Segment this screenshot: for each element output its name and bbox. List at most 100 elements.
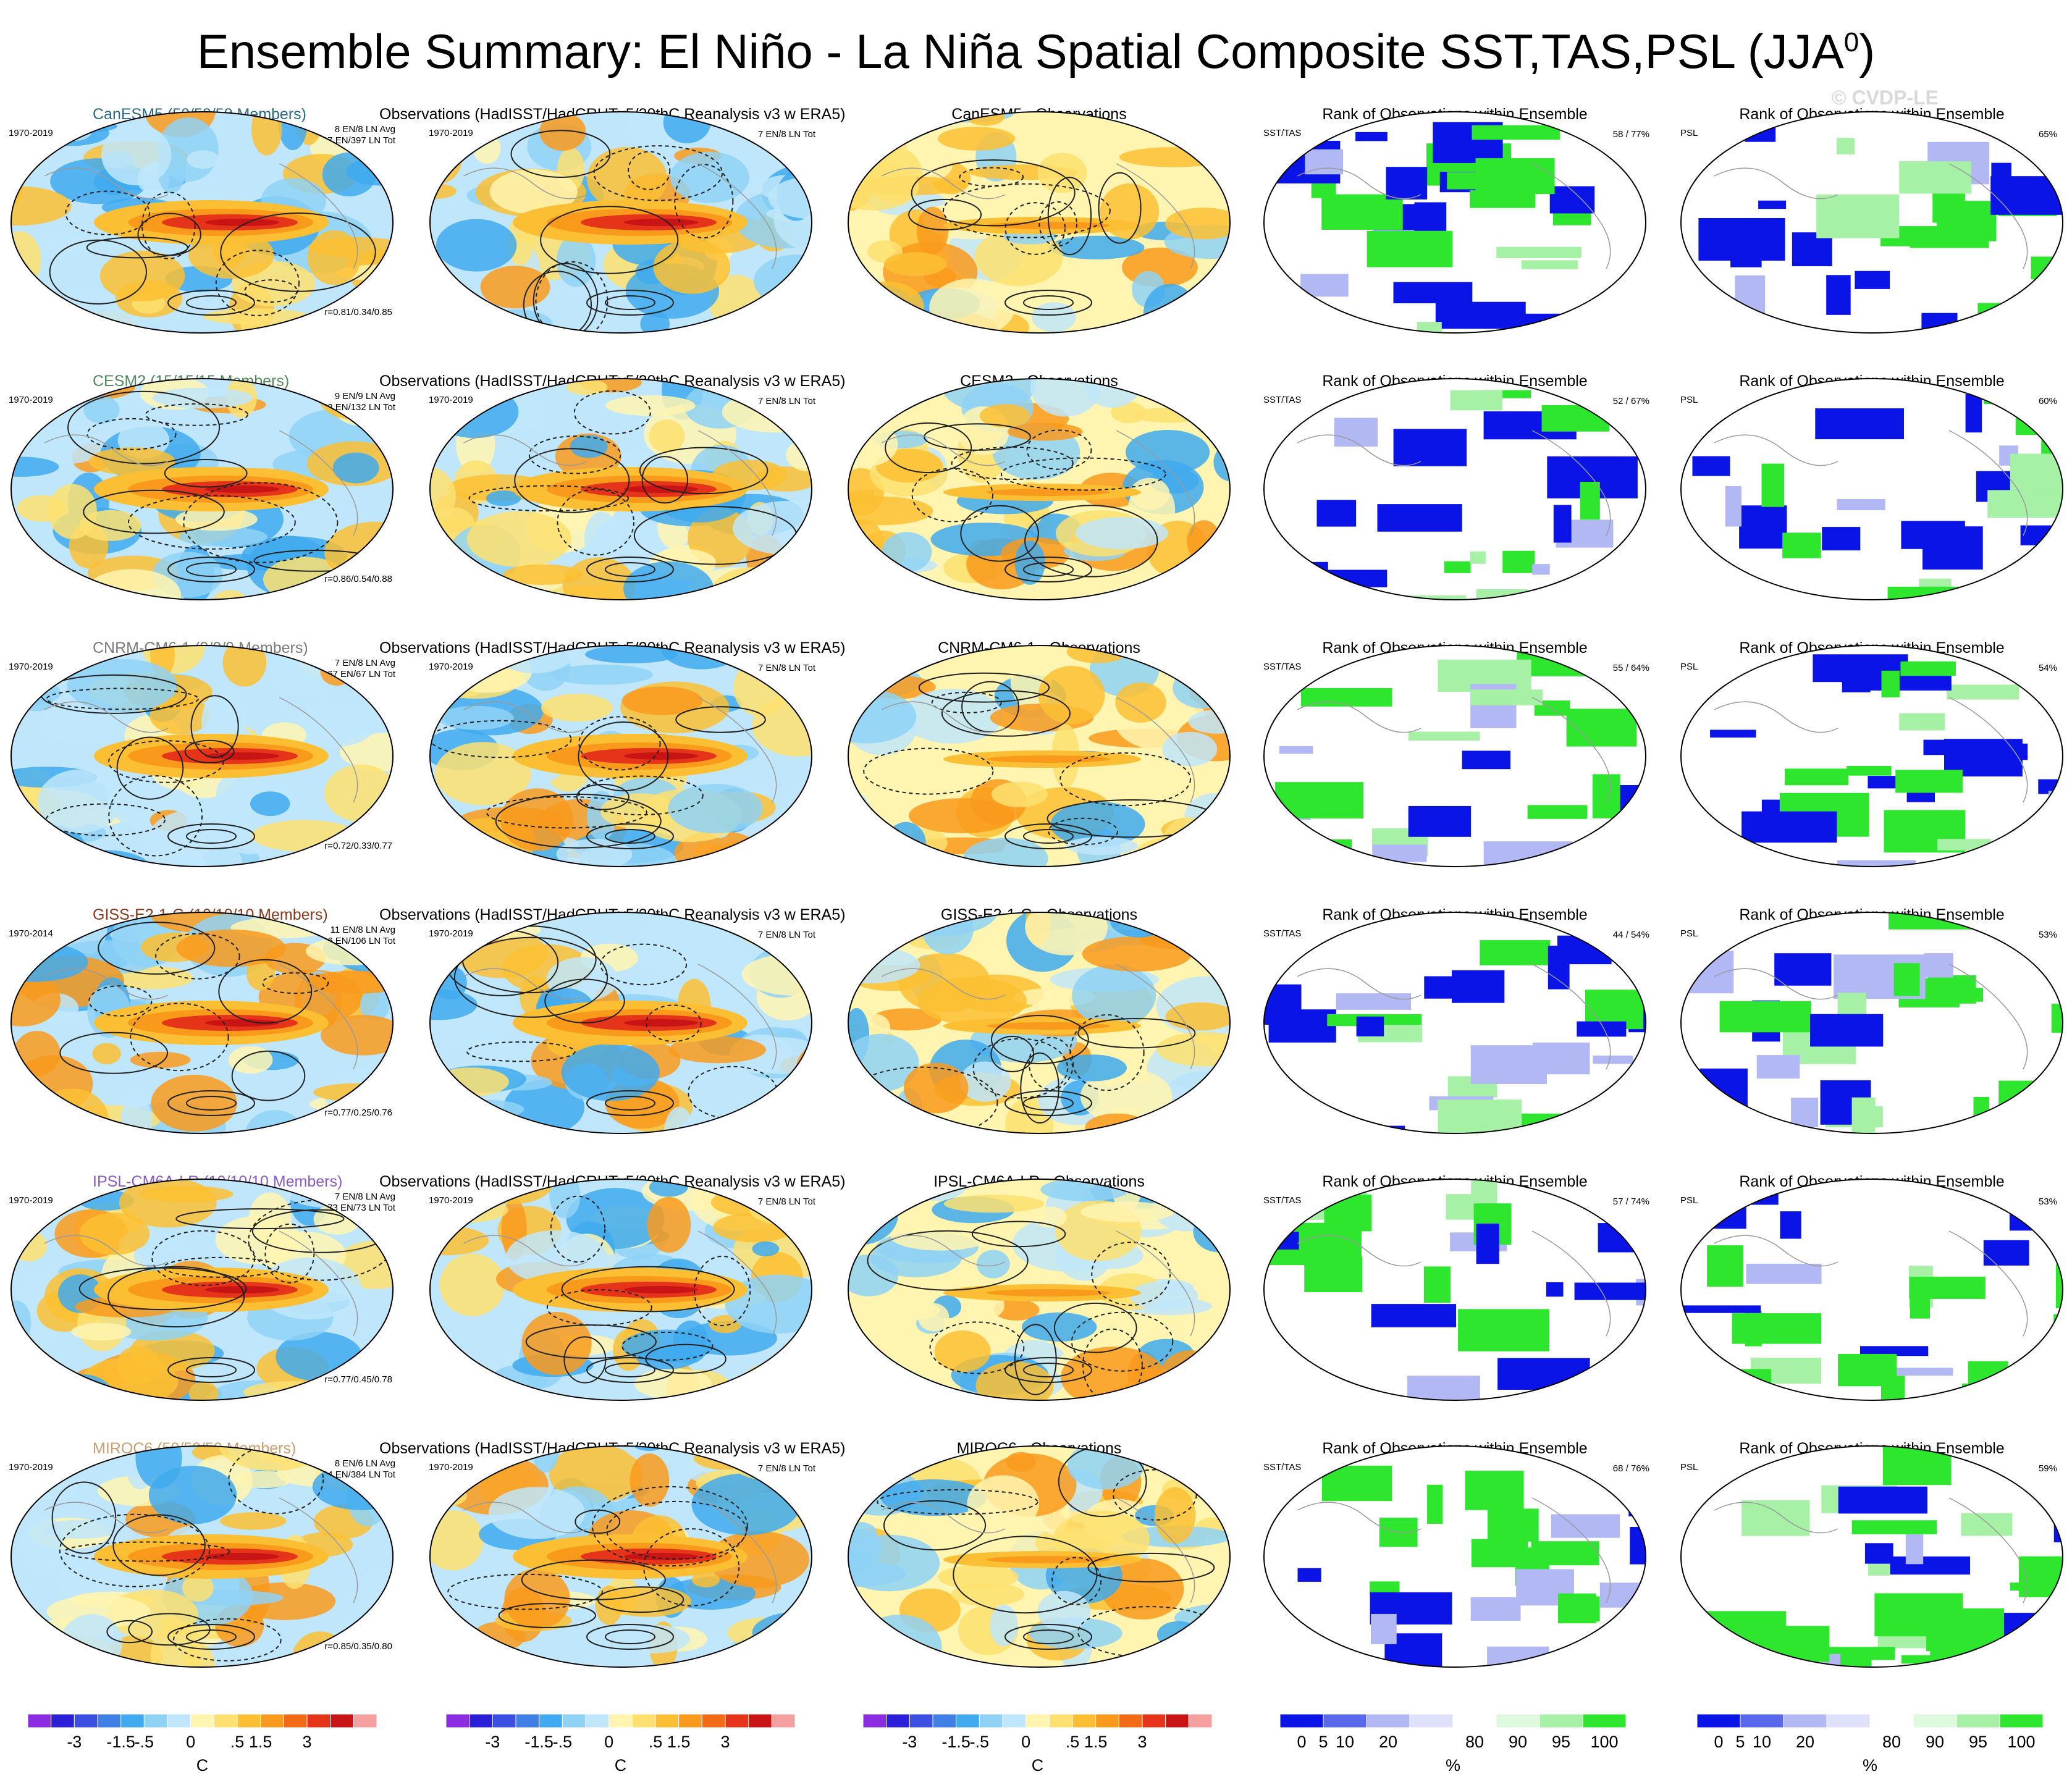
temp-colorbar-2-unit: C: [615, 1756, 627, 1775]
temp-colorbar-3-tick: 3: [1137, 1733, 1147, 1751]
temp-colorbar-2-tick: -3: [485, 1733, 500, 1751]
rank-var-sst: SST/TAS: [1263, 662, 1302, 672]
temp-colorbar-1-tick: 3: [302, 1733, 311, 1751]
pattern-correlation: r=0.77/0.45/0.78: [324, 1374, 392, 1385]
map-r2-c4: [1263, 378, 1646, 600]
map-r5-c4: [1263, 1179, 1646, 1401]
temp-colorbar-3-swatch: [1025, 1714, 1050, 1728]
temp-colorbar-2-swatch: [609, 1714, 633, 1728]
temp-colorbar-2-swatch: [748, 1714, 772, 1728]
model-counts-tot: 73 EN/73 LN Tot: [327, 1203, 395, 1213]
temp-colorbar-2: -3 -1.5-.5 0 .5 1.5 3 C: [446, 1714, 795, 1775]
temp-colorbar-1-unit: C: [196, 1756, 209, 1775]
pattern-correlation: r=0.86/0.54/0.88: [324, 574, 392, 584]
model-counts-avg: 9 EN/9 LN Avg: [334, 391, 395, 401]
rank-var-sst: SST/TAS: [1263, 128, 1302, 138]
rank-colorbar-1-tick: 0: [1297, 1733, 1306, 1751]
rank-pct-sst: 52 / 67%: [1612, 396, 1649, 406]
temp-colorbar-1-swatch: [74, 1714, 98, 1728]
temp-colorbar-3-swatch: [1142, 1714, 1166, 1728]
model-counts-tot: 384 EN/384 LN Tot: [317, 1469, 395, 1480]
map-r3-c3: [848, 645, 1231, 867]
temp-colorbar-3-swatch: [979, 1714, 1003, 1728]
temp-colorbar-2-swatch: [562, 1714, 586, 1728]
rank-var-psl: PSL: [1680, 395, 1698, 405]
rank-pct-sst: 44 / 54%: [1612, 930, 1649, 940]
temp-colorbar-1-tick: 0: [186, 1733, 195, 1751]
model-period: 1970-2014: [9, 928, 53, 939]
temp-colorbar-3-tick: .5: [1066, 1733, 1080, 1751]
rank-colorbar-1-swatch: [1409, 1714, 1454, 1728]
temp-colorbar-1-swatch: [97, 1714, 122, 1728]
temp-colorbar-1-swatch: [330, 1714, 354, 1728]
temp-colorbar-2-swatch: [655, 1714, 680, 1728]
rank-colorbar-1-tick: 10: [1336, 1733, 1354, 1751]
model-period: 1970-2019: [9, 128, 53, 138]
map-r5-c1: [11, 1179, 394, 1401]
obs-period: 1970-2019: [429, 662, 473, 672]
obs-period: 1970-2019: [429, 1462, 473, 1473]
rank-colorbar-2-tick: 100: [2007, 1733, 2035, 1751]
temp-colorbar-3-swatch: [1048, 1714, 1073, 1728]
rank-var-sst: SST/TAS: [1263, 395, 1302, 405]
temp-colorbar-1-tick: -1.5: [106, 1733, 135, 1751]
obs-counts: 7 EN/8 LN Tot: [757, 1196, 815, 1207]
rank-pct-psl: 54%: [2038, 663, 2057, 673]
model-period: 1970-2019: [9, 662, 53, 672]
rank-colorbar-1-swatch: [1452, 1714, 1497, 1728]
rank-colorbar-1-tick: 95: [1552, 1733, 1570, 1751]
temp-colorbar-1-swatch: [167, 1714, 192, 1728]
map-r2-c5: [1680, 378, 2063, 600]
rank-pct-psl: 53%: [2038, 1196, 2057, 1207]
temp-colorbar-2-swatch: [446, 1714, 470, 1728]
rank-pct-psl: 65%: [2038, 129, 2057, 140]
temp-colorbar-2-swatch: [701, 1714, 726, 1728]
temp-colorbar-2-tick: -1.5: [524, 1733, 554, 1751]
model-counts-avg: 7 EN/8 LN Avg: [334, 1192, 395, 1202]
temp-colorbar-2-swatch: [631, 1714, 656, 1728]
temp-colorbar-1-swatch: [283, 1714, 308, 1728]
map-r3-c1: [11, 645, 394, 867]
rank-colorbar-1: 0 5 10 20 80 90 95 100%: [1280, 1714, 1626, 1775]
rank-pct-psl: 59%: [2038, 1463, 2057, 1474]
rank-colorbar-2-swatch: [1697, 1714, 1741, 1728]
map-r1-c1: [11, 111, 394, 334]
rank-colorbar-2-tick: 90: [1926, 1733, 1944, 1751]
map-r4-c4: [1263, 912, 1646, 1134]
obs-counts: 7 EN/8 LN Tot: [757, 663, 815, 673]
rank-colorbar-2-tick: 80: [1882, 1733, 1901, 1751]
temp-colorbar-3-swatch: [1118, 1714, 1143, 1728]
map-r2-c3: [848, 378, 1231, 600]
temp-colorbar-1-swatch: [260, 1714, 284, 1728]
temp-colorbar-3: -3 -1.5-.5 0 .5 1.5 3 C: [863, 1714, 1212, 1775]
rank-colorbar-1-tick: 20: [1379, 1733, 1397, 1751]
temp-colorbar-3-swatch: [863, 1714, 887, 1728]
temp-colorbar-1: -3 -1.5-.5 0 .5 1.5 3 C: [28, 1714, 377, 1775]
obs-period: 1970-2019: [429, 395, 473, 405]
rank-colorbar-1-tick: 80: [1465, 1733, 1484, 1751]
rank-colorbar-2-swatch: [1740, 1714, 1784, 1728]
rank-pct-psl: 60%: [2038, 396, 2057, 406]
temp-colorbar-3-swatch: [1072, 1714, 1097, 1728]
rank-var-psl: PSL: [1680, 928, 1698, 939]
temp-colorbar-1-swatch: [143, 1714, 168, 1728]
rank-colorbar-2-tick: 5: [1735, 1733, 1745, 1751]
map-r3-c2: [429, 645, 812, 867]
map-r6-c2: [429, 1445, 812, 1668]
temp-colorbar-1-swatch: [306, 1714, 331, 1728]
rank-colorbar-1-tick: 100: [1590, 1733, 1618, 1751]
model-counts-avg: 11 EN/8 LN Avg: [330, 925, 395, 935]
temp-colorbar-3-tick: 0: [1021, 1733, 1030, 1751]
rank-var-sst: SST/TAS: [1263, 1462, 1302, 1473]
map-r5-c3: [848, 1179, 1231, 1401]
watermark: © CVDP-LE: [1832, 86, 1939, 109]
pattern-correlation: r=0.85/0.35/0.80: [324, 1641, 392, 1652]
temp-colorbar-2-swatch: [515, 1714, 540, 1728]
map-r1-c5: [1680, 111, 2063, 334]
pattern-correlation: r=0.81/0.34/0.85: [324, 307, 392, 317]
rank-var-sst: SST/TAS: [1263, 1195, 1302, 1206]
rank-colorbar-2-swatch: [1826, 1714, 1871, 1728]
rank-pct-sst: 58 / 77%: [1612, 129, 1649, 140]
obs-counts: 7 EN/8 LN Tot: [757, 1463, 815, 1474]
rank-colorbar-1-swatch: [1582, 1714, 1626, 1728]
